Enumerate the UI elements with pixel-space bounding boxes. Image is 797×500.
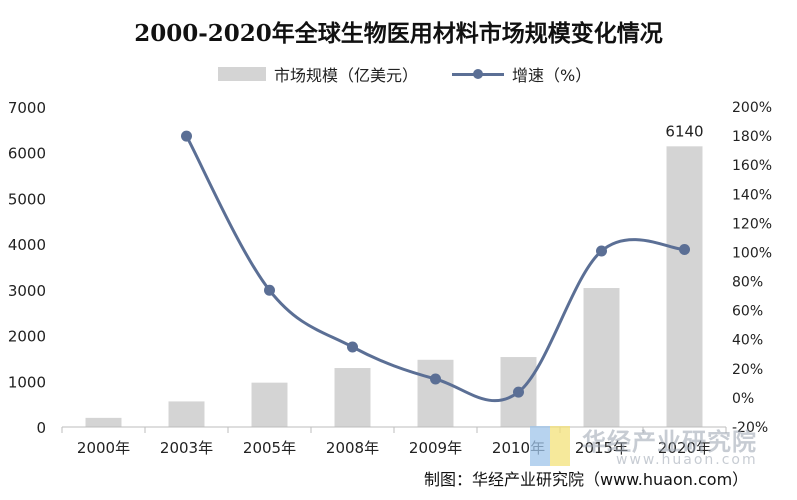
x-tick-label: 2020年 <box>658 439 711 457</box>
x-tick-label: 2000年 <box>77 439 130 457</box>
y-left-tick-label: 0 <box>36 419 46 437</box>
growth-point <box>264 284 275 296</box>
x-tick-label: 2010年 <box>492 439 545 457</box>
bar <box>666 146 703 428</box>
y-left-tick-label: 1000 <box>8 373 46 391</box>
y-left-tick-label: 3000 <box>8 282 46 300</box>
bar-data-label: 6140 <box>665 122 703 140</box>
y-right-tick-label: 160% <box>732 158 772 174</box>
x-tick-label: 2008年 <box>326 439 379 457</box>
y-right-tick-label: 60% <box>732 304 763 320</box>
legend-label-market-size: 市场规模（亿美元） <box>274 66 419 85</box>
y-right-tick-label: 40% <box>732 333 763 349</box>
y-left-tick-label: 7000 <box>8 99 46 117</box>
legend: 市场规模（亿美元） 增速（%） <box>0 62 797 86</box>
y-right-tick-label: 20% <box>732 362 763 378</box>
y-right-tick-label: 100% <box>732 245 772 261</box>
growth-point <box>181 130 192 142</box>
y-right-tick-label: 80% <box>732 275 763 291</box>
bar <box>168 401 205 427</box>
legend-item-market-size: 市场规模（亿美元） <box>218 62 418 86</box>
bar <box>583 288 620 427</box>
y-right-tick-label: 140% <box>732 187 772 203</box>
legend-bar-swatch <box>218 67 266 81</box>
y-left-tick-label: 4000 <box>8 236 46 254</box>
y-left-tick-label: 5000 <box>8 190 46 208</box>
bar <box>334 368 371 427</box>
y-right-tick-label: 180% <box>732 129 772 145</box>
chart-title: 2000-2020年全球生物医用材料市场规模变化情况 <box>134 20 663 47</box>
legend-item-growth: 增速（%） <box>452 62 591 86</box>
y-left-tick-label: 6000 <box>8 145 46 163</box>
source-note: 制图：华经产业研究院（www.huaon.com） <box>424 470 749 489</box>
legend-line-swatch <box>452 67 504 81</box>
bar <box>85 417 122 427</box>
y-right-tick-label: 120% <box>732 216 772 232</box>
x-tick-label: 2015年 <box>575 439 628 457</box>
bar <box>417 359 454 427</box>
growth-point <box>679 244 690 256</box>
x-tick-label: 2003年 <box>160 439 213 457</box>
x-tick-label: 2009年 <box>409 439 462 457</box>
growth-point <box>513 386 524 398</box>
growth-point <box>347 341 358 353</box>
x-tick-label: 2005年 <box>243 439 296 457</box>
legend-label-growth: 增速（%） <box>512 66 592 85</box>
y-right-tick-label: 200% <box>732 100 772 116</box>
growth-point <box>430 373 441 385</box>
growth-point <box>596 245 607 257</box>
y-right-tick-label: -20% <box>732 420 768 436</box>
y-right-tick-label: 0% <box>732 391 754 407</box>
bar <box>251 382 288 427</box>
y-left-tick-label: 2000 <box>8 328 46 346</box>
